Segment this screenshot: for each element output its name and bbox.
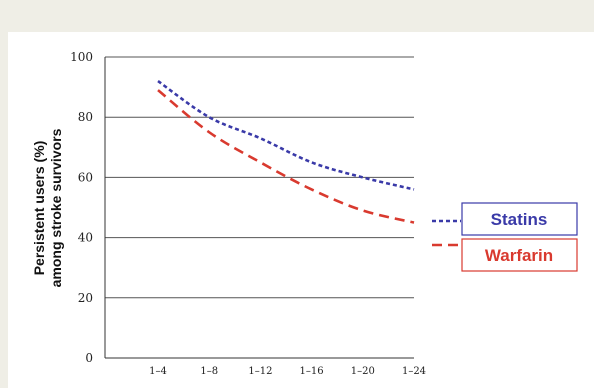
chart-panel: 0 20 40 60 80 100 1–4 1–8 1–12 1–16 1–20 1–24 Pers…: [8, 32, 594, 388]
y-tick-label: 60: [78, 170, 93, 184]
y-tick-label: 40: [78, 231, 93, 245]
legend-box-statins: [461, 202, 578, 236]
y-tick-label: 100: [70, 50, 93, 64]
legend-item-statins: Statins: [432, 202, 578, 236]
legend-label-statins: Statins: [491, 210, 548, 229]
legend: Statins Warfarin: [432, 202, 578, 272]
series-lines: [157, 80, 415, 224]
legend-label-warfarin: Warfarin: [485, 246, 553, 265]
y-axis-label: Persistent users (%) among stroke surviv…: [31, 128, 64, 287]
y-tick-label: 80: [78, 110, 93, 124]
y-axis-label-line-1: Persistent users (%): [31, 141, 47, 276]
grid-lines: [105, 56, 414, 299]
x-tick-label: 1–16: [300, 366, 324, 377]
legend-box-warfarin: [461, 238, 578, 272]
axes: [104, 57, 414, 359]
y-tick-label: 0: [85, 351, 93, 365]
series-line-statins: [157, 80, 415, 191]
series-line-warfarin: [157, 89, 415, 224]
x-tick-label: 1–24: [402, 366, 426, 377]
x-tick-label: 1–12: [248, 366, 272, 377]
legend-item-warfarin: Warfarin: [432, 238, 578, 272]
x-tick-labels: 1–4 1–8 1–12 1–16 1–20 1–24: [149, 366, 426, 377]
x-tick-label: 1–20: [351, 366, 375, 377]
line-chart: 0 20 40 60 80 100 1–4 1–8 1–12 1–16 1–20 1–24 Pers…: [31, 50, 578, 377]
x-tick-label: 1–8: [200, 366, 218, 377]
x-tick-label: 1–4: [149, 366, 167, 377]
y-axis-label-line-2: among stroke survivors: [48, 128, 64, 287]
y-tick-label: 20: [78, 291, 93, 305]
y-tick-labels: 0 20 40 60 80 100: [70, 50, 93, 365]
